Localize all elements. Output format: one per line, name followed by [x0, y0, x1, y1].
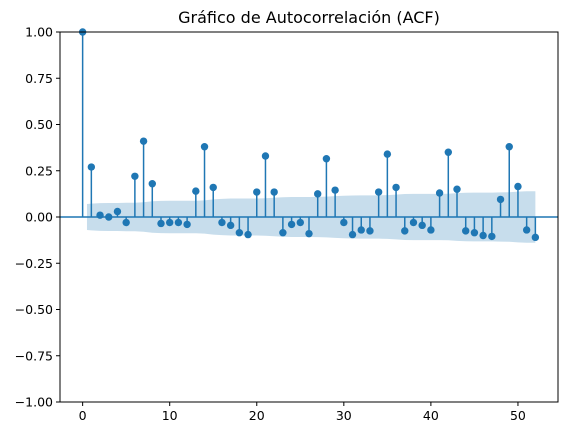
acf-marker-lag-16 — [218, 218, 226, 227]
acf-marker-lag-22 — [270, 188, 278, 196]
acf-marker-lag-15 — [209, 183, 217, 192]
acf-marker-lag-8 — [148, 180, 156, 188]
acf-marker-lag-40 — [427, 226, 435, 234]
acf-marker-lag-12 — [183, 220, 191, 229]
x-tick-label: 30 — [336, 408, 352, 423]
chart-title: Gráfico de Autocorrelación (ACF) — [178, 8, 440, 27]
acf-marker-lag-18 — [235, 229, 244, 237]
acf-marker-lag-51 — [522, 226, 531, 234]
acf-marker-lag-13 — [192, 187, 200, 195]
acf-marker-lag-38 — [409, 218, 418, 227]
y-tick-label: −0.25 — [15, 256, 53, 271]
acf-marker-lag-29 — [331, 186, 339, 194]
acf-marker-lag-52 — [531, 233, 540, 242]
markers-layer — [78, 28, 540, 242]
acf-marker-lag-6 — [131, 172, 139, 180]
acf-marker-lag-43 — [453, 185, 461, 193]
acf-marker-lag-49 — [505, 143, 513, 151]
y-tick-label: 1.00 — [25, 25, 53, 40]
acf-marker-lag-33 — [366, 227, 374, 235]
acf-marker-lag-34 — [374, 188, 383, 196]
x-axis: 0 10 20 30 40 50 — [79, 402, 526, 423]
acf-marker-lag-48 — [496, 195, 505, 204]
acf-marker-lag-25 — [296, 218, 304, 227]
acf-marker-lag-46 — [479, 231, 487, 240]
acf-marker-lag-45 — [470, 229, 479, 237]
acf-marker-lag-37 — [401, 227, 409, 235]
acf-marker-lag-24 — [287, 220, 296, 229]
acf-marker-lag-27 — [314, 190, 322, 198]
acf-marker-lag-4 — [113, 207, 122, 216]
acf-marker-lag-50 — [514, 182, 522, 191]
acf-marker-lag-39 — [418, 221, 426, 230]
acf-marker-lag-30 — [340, 218, 348, 227]
acf-marker-lag-44 — [462, 227, 470, 235]
acf-marker-lag-17 — [226, 221, 235, 230]
y-tick-label: 0.00 — [25, 210, 53, 225]
acf-marker-lag-14 — [200, 143, 209, 151]
y-tick-label: 0.25 — [25, 163, 53, 178]
y-tick-label: −0.50 — [15, 302, 53, 317]
x-tick-label: 10 — [162, 408, 178, 423]
acf-marker-lag-36 — [392, 183, 400, 192]
acf-marker-lag-7 — [139, 137, 148, 145]
acf-marker-lag-11 — [174, 218, 183, 227]
acf-marker-lag-1 — [87, 163, 96, 171]
acf-marker-lag-23 — [279, 229, 287, 237]
acf-marker-lag-5 — [122, 218, 130, 227]
acf-marker-lag-9 — [157, 219, 165, 228]
y-tick-label: 0.50 — [25, 117, 53, 132]
y-tick-label: 0.75 — [25, 71, 53, 86]
x-tick-label: 0 — [79, 408, 87, 423]
acf-marker-lag-10 — [165, 218, 174, 227]
y-axis: 1.00 0.75 0.50 0.25 0.00 −0.25 −0.50 −0.75 −1.00 — [15, 25, 60, 410]
acf-marker-lag-47 — [488, 232, 496, 241]
x-tick-label: 20 — [249, 408, 265, 423]
acf-marker-lag-19 — [244, 230, 252, 239]
acf-marker-lag-26 — [305, 229, 313, 238]
acf-marker-lag-2 — [96, 211, 104, 219]
acf-marker-lag-41 — [435, 189, 444, 197]
acf-marker-lag-35 — [383, 150, 392, 158]
y-tick-label: −1.00 — [15, 395, 53, 410]
acf-marker-lag-28 — [322, 155, 331, 163]
acf-marker-lag-3 — [105, 213, 113, 221]
acf-marker-lag-31 — [348, 230, 357, 239]
y-tick-label: −0.75 — [15, 348, 53, 363]
acf-marker-lag-42 — [444, 148, 453, 156]
acf-marker-lag-20 — [253, 188, 261, 196]
x-tick-label: 40 — [423, 408, 439, 423]
acf-marker-lag-21 — [261, 152, 270, 160]
acf-marker-lag-32 — [357, 226, 365, 234]
x-tick-label: 50 — [510, 408, 526, 423]
